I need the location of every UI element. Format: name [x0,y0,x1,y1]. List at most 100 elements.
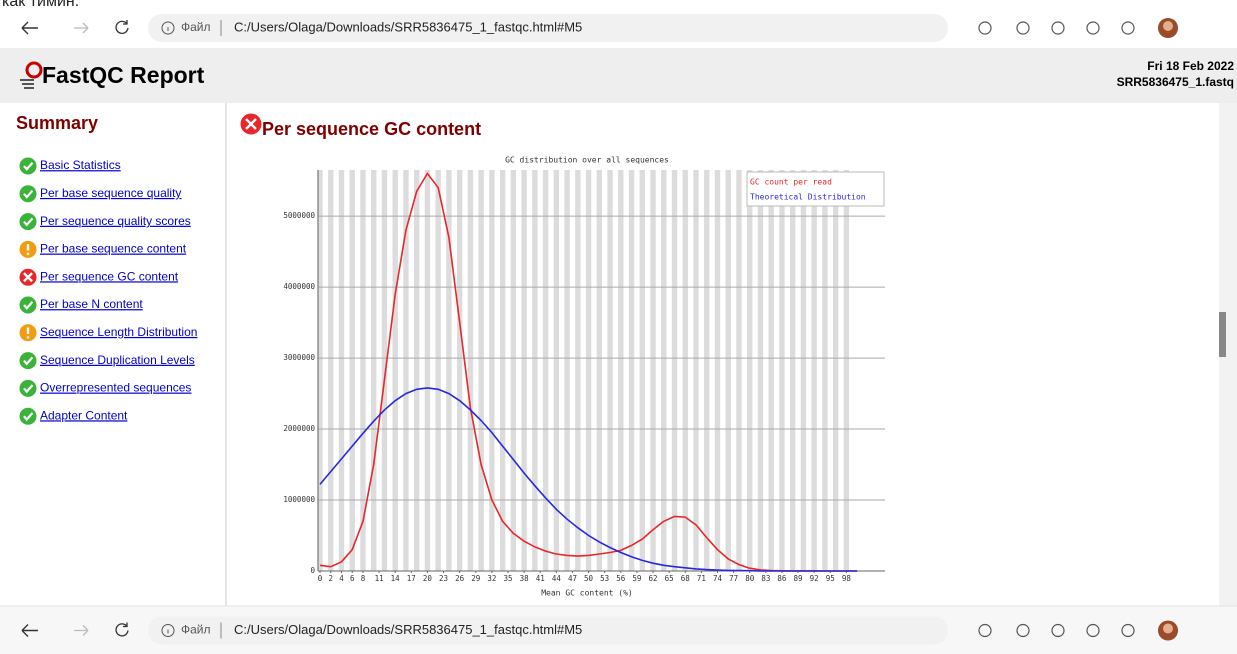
summary-link[interactable]: Overrepresented sequences [40,381,191,395]
toolbar-icon[interactable] [1051,21,1065,35]
x-tick-label: 11 [375,574,384,583]
profile-avatar-face [1163,623,1173,634]
toolbar-icon[interactable] [1051,623,1065,638]
stripe [650,170,656,571]
summary-link[interactable]: Per base N content [40,297,143,311]
stripe [768,170,774,571]
toolbar-icon[interactable] [1086,21,1100,35]
stripe [682,170,688,571]
warn-dot [26,252,30,256]
summary-link[interactable]: Per sequence GC content [40,269,179,283]
stripe [328,170,334,571]
toolbar-icon[interactable] [1016,21,1030,35]
x-tick-label: 95 [826,574,835,583]
scrollbar-thumb[interactable] [1219,312,1226,357]
profile-avatar-face [1163,21,1173,31]
cut-text: как тимин. [2,0,79,10]
x-tick-label: 53 [600,574,609,583]
scrollbar [1219,103,1237,606]
x-tick-label: 26 [455,574,465,583]
logo-lines [20,79,34,89]
stripe [392,170,398,571]
x-axis-label: Mean GC content (%) [541,589,633,598]
summary-link[interactable]: Per sequence quality scores [40,214,191,228]
x-tick-label: 17 [407,574,416,583]
summary-link[interactable]: Per base sequence content [40,242,187,256]
x-tick-label: 41 [536,574,545,583]
summary-link[interactable]: Basic Statistics [40,158,121,172]
address-bar[interactable] [148,14,948,42]
status-icon [18,406,38,426]
back-button[interactable] [21,624,38,637]
x-tick-label: 65 [665,574,674,583]
summary-title: Summary [16,113,98,133]
summary-link[interactable]: Adapter Content [40,408,128,422]
stripe [338,170,345,571]
check-mark [23,356,34,366]
stripe [467,170,474,571]
x-tick-label: 92 [810,574,819,583]
stripe [736,170,742,571]
report-title: FastQC Report [42,62,205,88]
protocol-label: Файл [181,623,211,637]
x-tick-label: 68 [681,574,691,583]
check-mark [23,217,34,227]
stripe [832,170,839,571]
toolbar-icon[interactable] [978,21,992,35]
stripe [414,170,420,571]
stripe [575,170,581,571]
summary-link[interactable]: Sequence Duplication Levels [40,353,195,367]
legend-entry: Theoretical Distribution [750,193,866,202]
stripe [618,170,624,571]
legend-box [746,171,885,207]
x-tick-label: 56 [616,574,626,583]
stripe [446,170,452,571]
x-tick-label: 44 [552,574,562,583]
x-tick-label: 98 [842,574,852,583]
stripe [456,170,463,571]
stripe [510,170,517,571]
status-icon [18,351,38,371]
x-tick-label: 29 [471,574,480,583]
stripe [542,170,549,571]
x-tick-label: 23 [439,574,448,583]
stripe [671,170,678,571]
stripe [478,170,484,571]
forward-button[interactable] [74,625,89,636]
stripe [822,170,828,571]
x-tick-label: 59 [632,574,641,583]
summary-link[interactable]: Sequence Length Distribution [40,325,197,339]
back-button[interactable] [21,21,38,35]
header-bar [0,48,1237,103]
stripe [499,170,506,571]
chart-title: GC distribution over all sequences [505,156,669,165]
toolbar-icon[interactable] [1086,623,1100,638]
stripe [607,170,613,571]
url[interactable]: C:/Users/Olaga/Downloads/SRR5836475_1_fa… [234,19,582,34]
toolbar-icon[interactable] [1121,21,1135,35]
y-tick-label: 4000000 [283,282,315,291]
stripe [596,170,602,571]
toolbar-icon[interactable] [1016,623,1030,638]
check-mark [23,301,34,310]
x-tick-label: 6 [350,574,355,583]
check-mark [23,162,34,171]
x-tick-label: 77 [729,574,738,583]
stripe [811,170,817,571]
toolbar-icon[interactable] [1121,623,1135,638]
series-line [319,387,858,572]
address-bar[interactable] [148,616,948,645]
x-tick-label: 47 [568,574,577,583]
x-tick-label: 20 [423,574,433,583]
fail-mark [245,118,257,130]
status-icon [18,184,38,204]
refresh-button[interactable] [115,20,129,34]
stripe [564,170,570,571]
forward-button[interactable] [74,22,89,34]
status-icon [18,156,38,176]
toolbar-icon[interactable] [978,623,992,638]
stripe [424,170,431,571]
url[interactable]: C:/Users/Olaga/Downloads/SRR5836475_1_fa… [234,622,582,637]
refresh-button[interactable] [115,622,129,637]
summary-link[interactable]: Per base sequence quality [40,186,181,200]
